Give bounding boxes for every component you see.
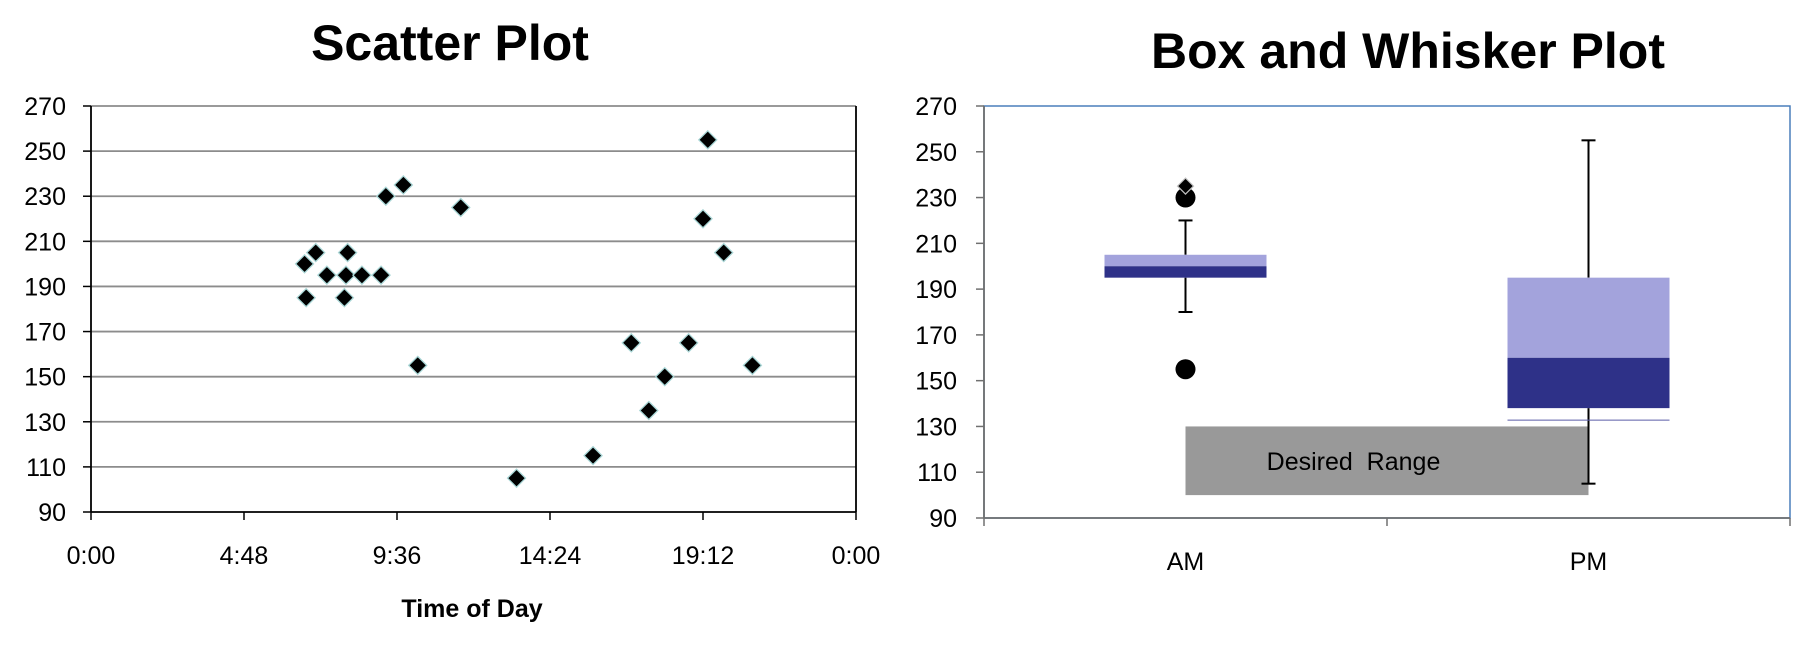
scatter-y-tick-label: 170: [24, 319, 66, 347]
scatter-point: [713, 242, 734, 263]
box-upper-quartile: [1507, 277, 1670, 358]
box-x-tick-label: PM: [1570, 548, 1608, 576]
box-y-tick-label: 170: [915, 322, 957, 350]
scatter-x-tick-label: 4:48: [220, 542, 269, 570]
box-y-tick-label: 130: [915, 413, 957, 441]
scatter-point: [678, 332, 699, 353]
scatter-points: [294, 129, 763, 489]
scatter-point: [506, 468, 527, 489]
scatter-point: [697, 129, 718, 150]
box-axes: [976, 105, 1791, 526]
scatter-point: [316, 265, 337, 286]
scatter-y-tick-labels: 90 110 130 150 170 190 210 230 250 270: [24, 93, 66, 527]
scatter-x-tick-label: 0:00: [832, 542, 881, 570]
scatter-point: [407, 355, 428, 376]
scatter-point: [583, 445, 603, 466]
scatter-axes: [83, 105, 857, 520]
scatter-point: [393, 175, 414, 195]
scatter-y-tick-label: 150: [24, 364, 66, 392]
scatter-point: [375, 186, 396, 207]
box-plot-boxes: [1104, 139, 1670, 485]
scatter-point: [621, 332, 642, 353]
desired-range-rect: [1185, 426, 1589, 496]
box-upper-quartile: [1104, 254, 1267, 267]
box-y-tick-label: 190: [915, 276, 957, 304]
scatter-point: [742, 355, 763, 376]
scatter-point: [352, 265, 372, 286]
box-y-tick-label: 210: [915, 230, 957, 258]
scatter-x-tick-label: 9:36: [373, 542, 422, 570]
scatter-point: [371, 265, 391, 286]
box-y-tick-label: 110: [917, 459, 957, 487]
scatter-x-tick-label: 19:12: [672, 542, 735, 570]
scatter-y-tick-label: 110: [26, 454, 66, 482]
scatter-point: [296, 287, 317, 308]
box-outlier-point: [1175, 359, 1196, 380]
scatter-point: [450, 197, 471, 218]
box-lower-quartile: [1507, 357, 1670, 409]
box-x-tick-labels: AM PM: [1167, 548, 1608, 576]
box-y-tick-label: 230: [915, 185, 957, 213]
scatter-point: [294, 253, 315, 274]
scatter-point: [336, 265, 356, 286]
scatter-point: [638, 400, 659, 421]
desired-range-band: Desired Range: [1185, 426, 1589, 496]
scatter-gridlines: [91, 105, 856, 468]
scatter-chart: Scatter Plot 90 110 130 150 170 190 210 230 250 2…: [24, 15, 880, 623]
scatter-y-tick-label: 250: [24, 138, 66, 166]
box-title: Box and Whisker Plot: [1151, 23, 1665, 79]
scatter-y-tick-label: 230: [24, 183, 66, 211]
scatter-point: [654, 366, 675, 387]
scatter-y-tick-label: 130: [24, 409, 66, 437]
scatter-title: Scatter Plot: [311, 15, 589, 71]
box-extreme-outlier-point: [1176, 177, 1195, 195]
box-y-tick-label: 90: [929, 505, 957, 533]
box-outlier-point: [1175, 187, 1196, 208]
scatter-point: [334, 287, 355, 308]
desired-range-label: Desired Range: [1267, 448, 1441, 476]
scatter-y-tick-label: 270: [24, 93, 66, 121]
scatter-point: [693, 208, 713, 229]
scatter-y-tick-label: 90: [38, 499, 66, 527]
box-lower-quartile: [1104, 266, 1267, 278]
box-x-tick-label: AM: [1167, 548, 1205, 576]
scatter-y-tick-label: 210: [24, 228, 66, 256]
scatter-y-tick-label: 190: [24, 273, 66, 301]
box-y-tick-label: 270: [915, 93, 957, 121]
scatter-point: [337, 242, 358, 263]
box-y-tick-label: 250: [915, 139, 957, 167]
scatter-x-tick-label: 0:00: [67, 542, 116, 570]
box-y-tick-label: 150: [915, 368, 957, 396]
box-y-tick-labels: 90 110 130 150 170 190 210 230 250 270: [915, 93, 957, 533]
box-whisker-chart: Box and Whisker Plot 90 110 130 150 170 190 21…: [915, 23, 1791, 576]
scatter-x-axis-label: Time of Day: [401, 595, 542, 623]
scatter-point: [305, 242, 326, 263]
scatter-x-tick-labels: 0:00 4:48 9:36 14:24 19:12 0:00: [67, 542, 881, 570]
scatter-x-tick-label: 14:24: [519, 542, 582, 570]
